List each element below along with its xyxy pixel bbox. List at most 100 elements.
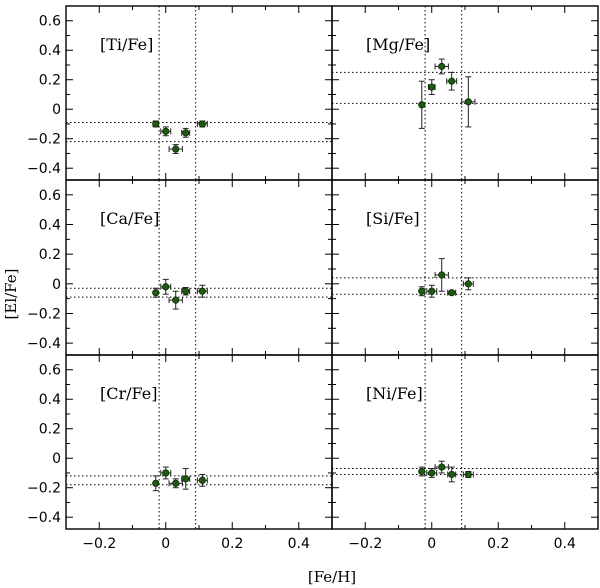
data-point-3 bbox=[434, 460, 449, 474]
data-point-marker bbox=[172, 296, 180, 304]
x-tick-label: 0.4 bbox=[554, 536, 576, 552]
data-point-marker bbox=[152, 289, 160, 297]
x-axis-title: [Fe/H] bbox=[308, 568, 356, 586]
data-point-marker bbox=[162, 283, 170, 291]
data-point-marker bbox=[438, 271, 446, 279]
data-point-1 bbox=[152, 475, 160, 492]
y-tick-label: −0.2 bbox=[27, 306, 61, 322]
panel-label: [Ti/Fe] bbox=[100, 35, 153, 54]
data-point-1 bbox=[418, 466, 426, 477]
y-tick-label: −0.2 bbox=[27, 481, 61, 497]
data-point-5 bbox=[196, 284, 208, 298]
data-point-marker bbox=[182, 129, 190, 137]
data-point-marker bbox=[162, 127, 170, 135]
x-tick-label: −0.2 bbox=[82, 536, 116, 552]
data-point-marker bbox=[448, 470, 456, 479]
y-tick-label: 0.4 bbox=[39, 43, 61, 59]
panel-label: [Ni/Fe] bbox=[366, 384, 423, 403]
x-tick-label: 0 bbox=[161, 536, 170, 552]
x-tick-label: 0.2 bbox=[487, 536, 509, 552]
data-point-marker bbox=[172, 145, 180, 153]
data-point-marker bbox=[182, 287, 190, 295]
data-point-marker bbox=[198, 476, 206, 484]
data-point-marker bbox=[172, 479, 180, 487]
data-point-3 bbox=[434, 58, 449, 75]
data-point-2 bbox=[426, 284, 438, 298]
data-point-5 bbox=[196, 473, 208, 487]
y-tick-label: 0.2 bbox=[39, 422, 61, 438]
y-tick-label: 0 bbox=[52, 277, 61, 293]
x-tick-label: 0.4 bbox=[288, 536, 310, 552]
data-point-marker bbox=[182, 475, 190, 483]
data-point-marker bbox=[428, 469, 436, 477]
data-point-5 bbox=[196, 120, 208, 128]
panel-ni-fe: −0.2 0 0.2 0.4 [Ni/Fe] bbox=[331, 354, 599, 552]
y-tick-label: −0.4 bbox=[27, 510, 61, 526]
y-axis-title: [El/Fe] bbox=[2, 269, 20, 320]
data-point-3 bbox=[168, 290, 183, 310]
data-point-3 bbox=[434, 258, 449, 292]
data-point-3 bbox=[168, 144, 183, 154]
y-tick-label: 0.4 bbox=[39, 392, 61, 408]
x-tick-label: −0.2 bbox=[348, 536, 382, 552]
panel-mg-fe: [Mg/Fe] bbox=[331, 5, 599, 181]
data-point-marker bbox=[464, 98, 472, 106]
data-point-marker bbox=[418, 287, 426, 295]
panel-label: [Cr/Fe] bbox=[100, 384, 157, 403]
data-point-marker bbox=[152, 479, 160, 487]
data-point-marker bbox=[464, 470, 472, 479]
data-point-4 bbox=[447, 289, 457, 297]
data-point-marker bbox=[418, 101, 426, 109]
y-tick-label: 0.6 bbox=[39, 188, 61, 204]
data-point-marker bbox=[464, 280, 472, 288]
x-tick-label: 0 bbox=[427, 536, 436, 552]
data-point-5 bbox=[462, 470, 474, 479]
data-point-marker bbox=[418, 467, 426, 476]
panel-label: [Ca/Fe] bbox=[100, 209, 159, 228]
data-point-marker bbox=[438, 62, 446, 71]
panel-cr-fe: 0.6 0.4 0.2 0 −0.2 −0.4 −0.2 0 0.2 0.4 [Cr/Fe] bbox=[27, 354, 333, 552]
y-tick-label: 0.6 bbox=[39, 14, 61, 30]
data-point-4 bbox=[181, 468, 191, 490]
y-tick-label: 0.2 bbox=[39, 73, 61, 89]
panel-si-fe: [Si/Fe] bbox=[331, 179, 599, 356]
data-point-marker bbox=[428, 287, 436, 295]
data-point-5 bbox=[462, 277, 474, 291]
data-point-1 bbox=[418, 286, 426, 297]
y-tick-label: −0.2 bbox=[27, 132, 61, 148]
panel-frame bbox=[65, 5, 333, 181]
data-point-marker bbox=[448, 289, 456, 297]
data-point-marker bbox=[428, 83, 436, 91]
data-point-2 bbox=[160, 278, 172, 295]
panels-layer: 0.60.40.20−0.2−0.4[Ti/Fe] [Mg/Fe]0.60.40.… bbox=[27, 5, 599, 552]
y-tick-label: 0.2 bbox=[39, 247, 61, 263]
data-point-marker bbox=[198, 120, 206, 128]
data-point-marker bbox=[448, 77, 456, 85]
data-point-5 bbox=[461, 76, 476, 128]
data-point-4 bbox=[181, 287, 191, 296]
y-tick-label: 0.4 bbox=[39, 217, 61, 233]
panel-frame bbox=[65, 179, 333, 356]
data-point-4 bbox=[446, 71, 458, 91]
panel-frame bbox=[331, 5, 599, 181]
y-tick-label: −0.4 bbox=[27, 161, 61, 177]
data-point-2 bbox=[160, 466, 172, 480]
y-tick-label: 0 bbox=[52, 102, 61, 118]
y-tick-label: 0.6 bbox=[39, 363, 61, 379]
panel-ca-fe: 0.6 0.4 0.2 0 −0.2 −0.4 [Ca/Fe] bbox=[27, 179, 333, 356]
data-point-4 bbox=[181, 127, 191, 138]
panel-frame bbox=[65, 354, 333, 530]
data-point-1 bbox=[152, 287, 160, 298]
data-point-marker bbox=[198, 287, 206, 295]
data-point-marker bbox=[162, 469, 170, 477]
data-point-marker bbox=[152, 120, 160, 128]
panel-label: [Si/Fe] bbox=[366, 209, 420, 228]
data-point-4 bbox=[447, 466, 457, 483]
panel-ti-fe: 0.6 0.4 0.2 0 −0.2 −0.4 [Ti/Fe] bbox=[27, 5, 333, 181]
data-point-2 bbox=[427, 79, 436, 95]
data-point-2 bbox=[426, 468, 438, 478]
panel-frame bbox=[331, 179, 599, 356]
data-point-1 bbox=[418, 80, 426, 129]
x-tick-label: 0.2 bbox=[221, 536, 243, 552]
